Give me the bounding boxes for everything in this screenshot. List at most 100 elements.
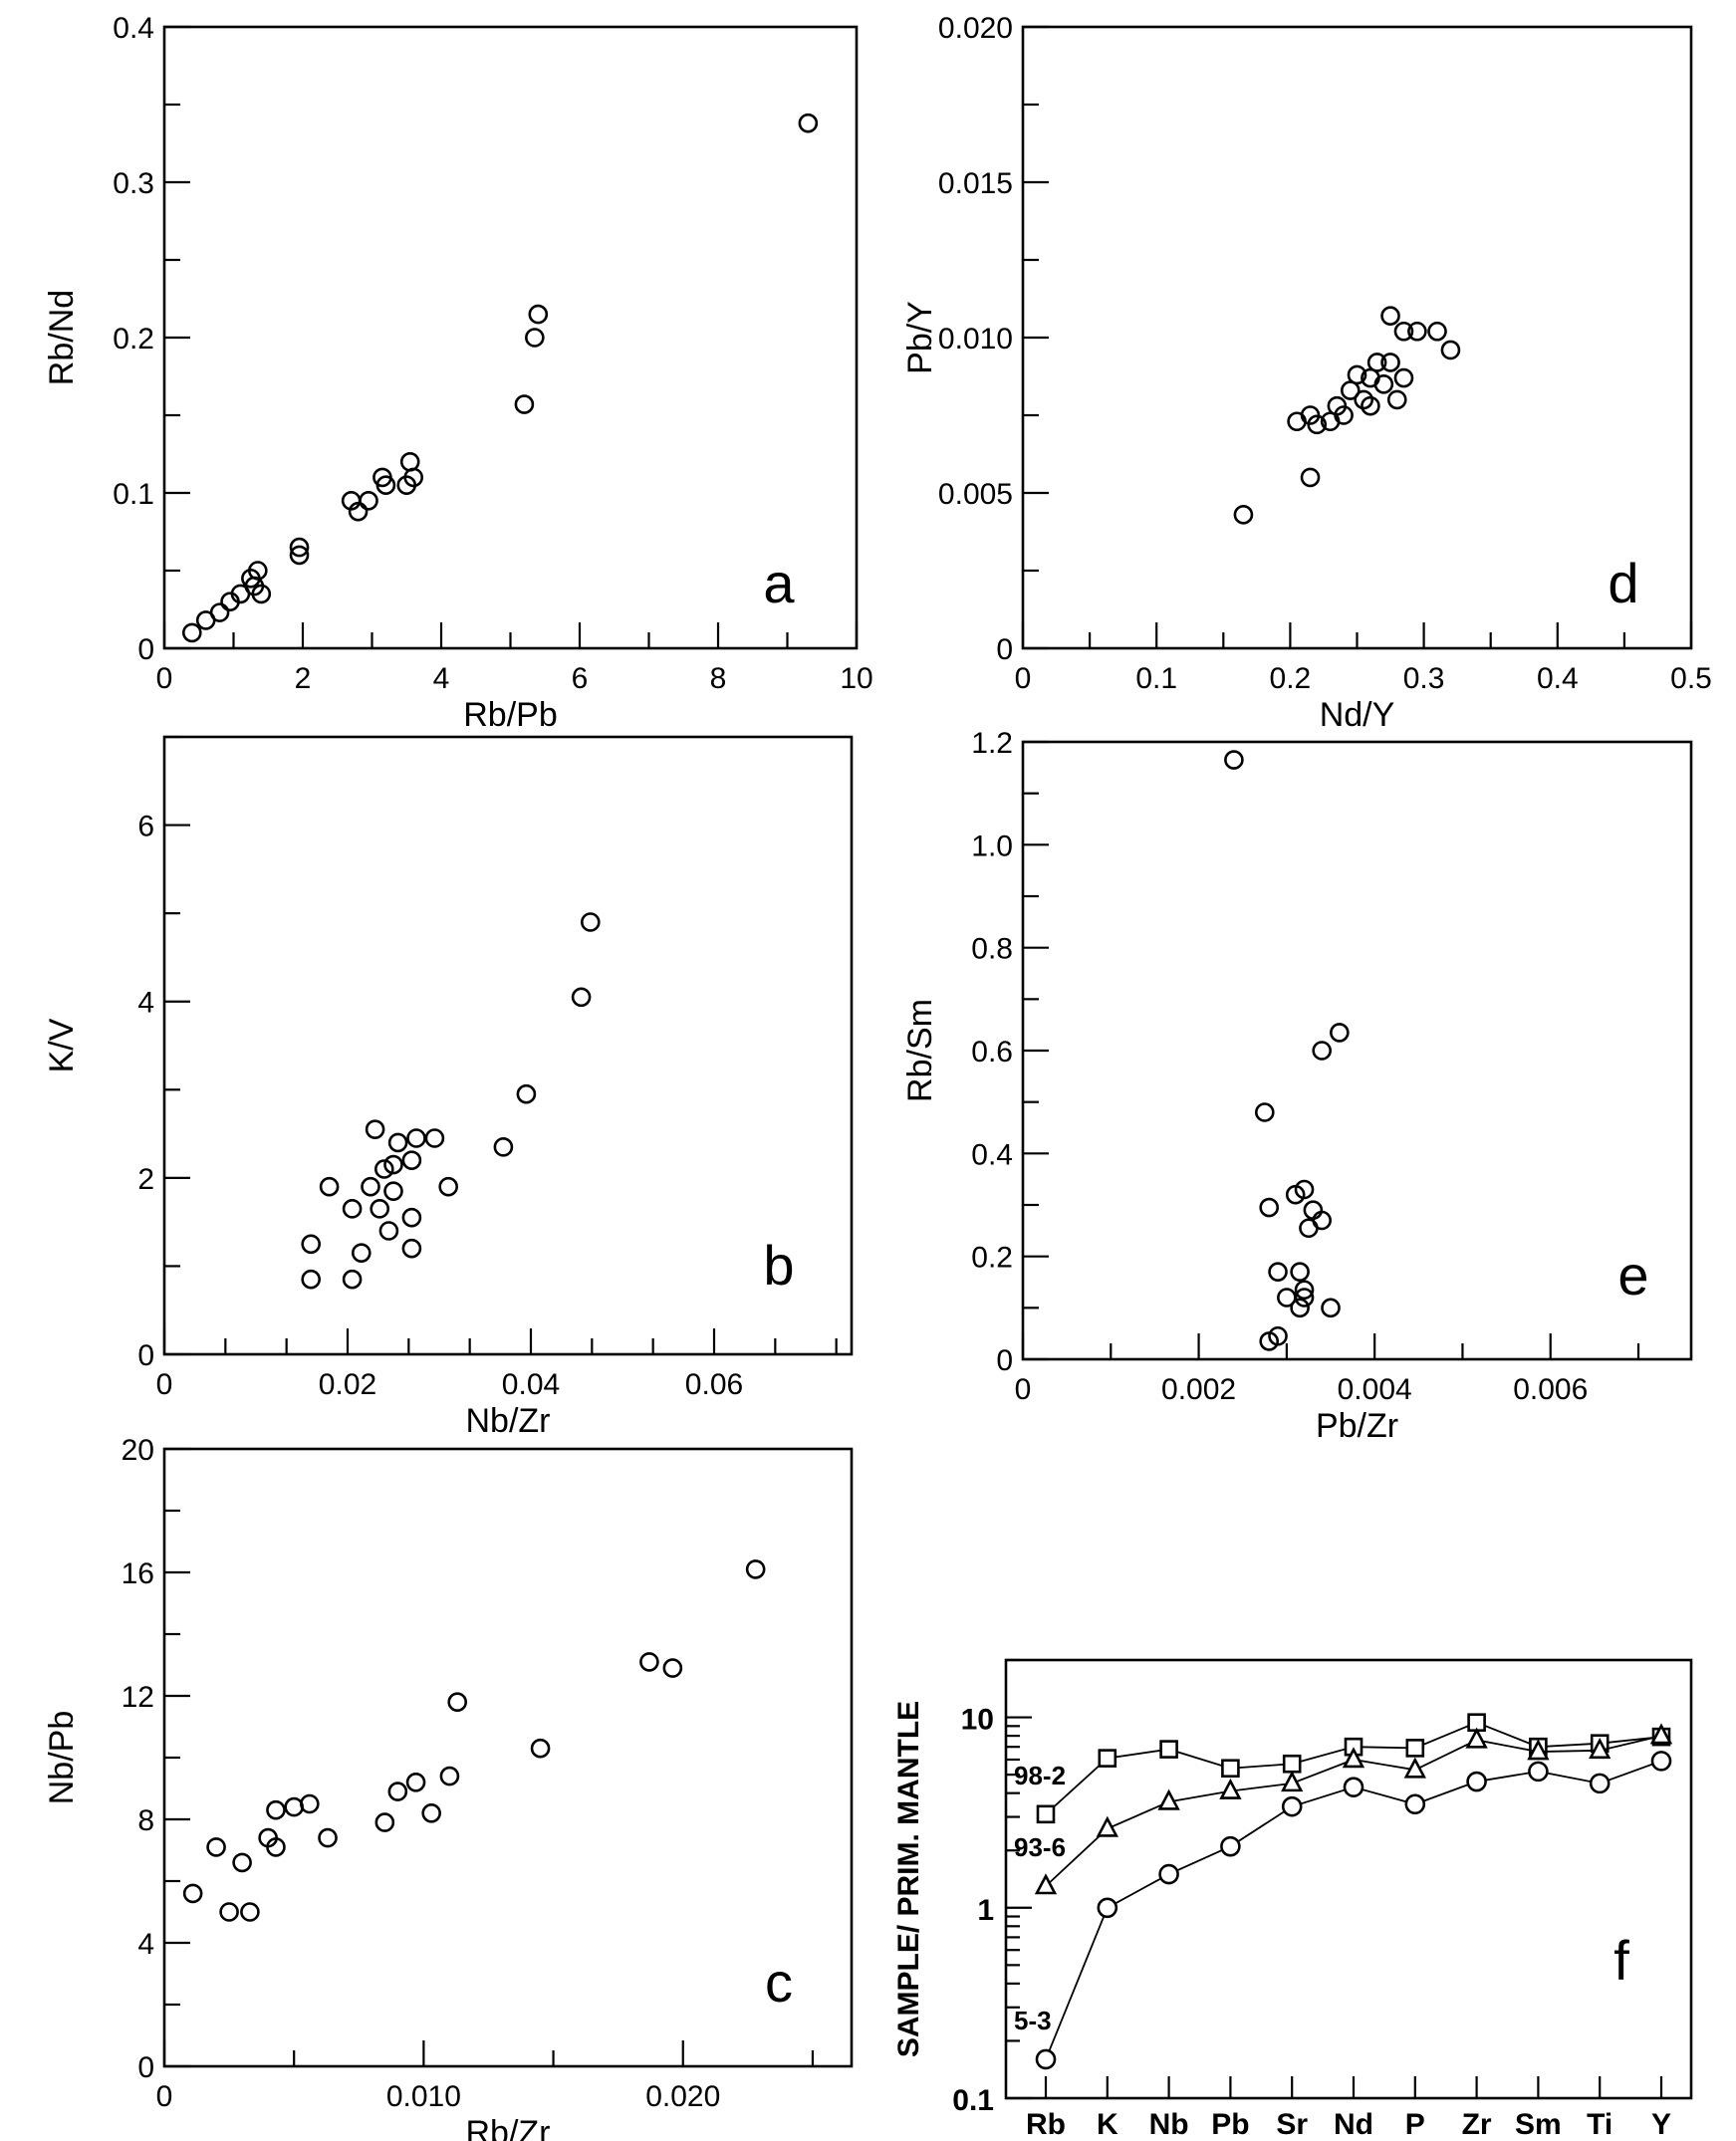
data-point [387, 1782, 408, 1801]
data-point-circle [1281, 1795, 1303, 1817]
x-axis-label: Pb/Zr [1316, 1407, 1398, 1445]
series-line [1045, 1760, 1662, 2060]
data-point [1380, 306, 1400, 326]
plot-frame [162, 1447, 854, 2068]
data-point [421, 1803, 441, 1823]
data-point [318, 1827, 338, 1848]
y-tick-label: 4 [137, 987, 154, 1020]
data-point [301, 1234, 322, 1255]
panel-label: c [765, 1951, 793, 2014]
data-point [514, 394, 535, 414]
data-point [406, 1128, 426, 1148]
data-point-triangle [1527, 1739, 1550, 1761]
y-tick-label: 0 [996, 1344, 1013, 1377]
x-tick-label: 0.2 [1270, 662, 1312, 695]
data-point [639, 1652, 659, 1672]
data-point [232, 1852, 252, 1873]
data-point [424, 1128, 445, 1148]
data-point [1312, 1041, 1332, 1061]
data-point [219, 1902, 239, 1922]
data-point-circle [1220, 1835, 1241, 1857]
data-point-circle [1343, 1777, 1364, 1797]
data-point [1233, 505, 1254, 525]
data-point-circle [1035, 2048, 1057, 2070]
series-label: 98-2 [1014, 1761, 1066, 1790]
data-point [571, 987, 592, 1008]
data-point [182, 1883, 203, 1904]
data-point [1254, 1102, 1275, 1122]
data-point-circle [1528, 1761, 1549, 1783]
data-point [289, 537, 310, 558]
data-point [387, 1132, 408, 1153]
data-point-circle [1589, 1773, 1611, 1794]
data-point-square [1036, 1804, 1056, 1824]
plot-frame [162, 735, 854, 1356]
panel-a: 0 2 4 6 8 10 0 0.1 0.2 0.3 0.4 Rb/Pb Rb/Nd a [43, 12, 873, 734]
data-point [301, 1269, 322, 1290]
data-point [1303, 1200, 1324, 1220]
data-point [1427, 321, 1447, 342]
category-label: Rb [1026, 2108, 1066, 2141]
data-point [342, 1269, 363, 1290]
y-axis-label: K/V [43, 1018, 81, 1072]
y-tick-label: 0.4 [971, 1138, 1013, 1171]
data-point [383, 1181, 403, 1201]
y-tick-label: 0.8 [971, 933, 1013, 966]
y-axis-label: Pb/Y [901, 301, 939, 374]
y-tick-label: 6 [137, 811, 154, 843]
data-point-square [1159, 1740, 1178, 1759]
data-point [359, 490, 378, 511]
plot-frame [162, 25, 859, 650]
y-tick-label: 20 [122, 1434, 154, 1467]
data-point [399, 451, 420, 472]
plot-frame [1021, 25, 1693, 650]
x-tick-label: 0 [156, 662, 173, 695]
data-point [374, 1812, 395, 1832]
category-label: Sm [1515, 2108, 1562, 2141]
data-point [1373, 373, 1394, 394]
x-tick-label: 0.004 [1338, 1373, 1412, 1406]
y-tick-label: 0.2 [113, 323, 154, 356]
data-point [319, 1176, 340, 1197]
y-tick-label: 0.2 [971, 1242, 1013, 1275]
x-axis-label: Nb/Zr [466, 1402, 551, 1440]
x-tick-label: 8 [710, 662, 727, 695]
x-tick-label: 0.002 [1161, 1373, 1236, 1406]
data-point [405, 1773, 426, 1792]
data-point [403, 467, 424, 488]
data-point [248, 561, 268, 581]
data-point [383, 1154, 403, 1175]
data-point [266, 1837, 286, 1857]
y-tick-label: 4 [137, 1928, 154, 1961]
data-point [1354, 389, 1374, 410]
plot-frame [1021, 740, 1693, 1361]
data-point-triangle [1281, 1771, 1304, 1792]
data-point [1366, 353, 1387, 372]
y-axis-label: Rb/Nd [43, 290, 81, 385]
data-point [401, 1150, 422, 1170]
y-tick-label: 0.010 [938, 323, 1013, 356]
data-point [375, 475, 396, 496]
panel-d: 0 0.1 0.2 0.3 0.4 0.5 0 0.005 0.010 0.015 0.020 Nd/… [901, 12, 1712, 734]
data-point [209, 602, 230, 622]
data-point [1268, 1325, 1288, 1346]
category-label: Y [1651, 2108, 1671, 2141]
data-point [1334, 405, 1354, 425]
panel-label: d [1608, 552, 1638, 614]
data-point [365, 1119, 385, 1139]
data-point-circle [1158, 1863, 1179, 1885]
x-axis-label: Rb/Zr [466, 2114, 551, 2141]
y-tick-label: 0 [137, 1339, 154, 1372]
panel-label: f [1613, 1929, 1629, 1992]
category-label: Ti [1587, 2108, 1612, 2141]
y-tick-label: 1 [977, 1894, 994, 1927]
data-point [373, 1159, 394, 1179]
y-tick-label: 1.2 [971, 727, 1013, 760]
data-point [662, 1658, 683, 1678]
y-tick-label: 8 [137, 1804, 154, 1837]
y-axis-label: SAMPLE/ PRIM. MANTLE [892, 1701, 925, 2057]
data-point-triangle [1342, 1747, 1365, 1769]
category-label: Pb [1211, 2108, 1249, 2141]
data-point [1380, 353, 1400, 372]
data-point [493, 1137, 514, 1157]
